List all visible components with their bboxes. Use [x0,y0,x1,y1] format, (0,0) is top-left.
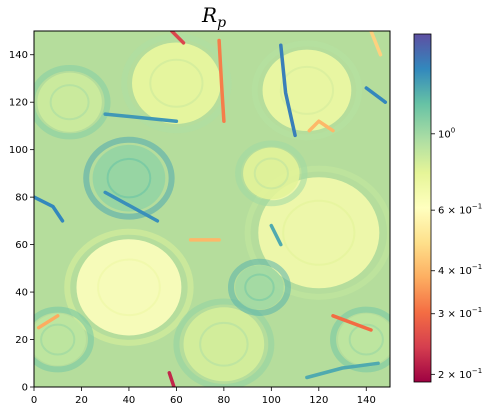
chart-title-main: R [201,3,217,27]
colorbar-tick-base: 6 × 10 [438,206,472,217]
y-tick-label: 60 [15,240,28,251]
vortex-inner-ring [282,199,356,266]
colorbar-tick-label: 4 × 10−1 [438,263,482,277]
vortex-core [34,313,86,366]
vortex-rim [227,258,291,316]
vortex-cell [173,298,275,387]
vortex-core [76,239,182,336]
vortex-core [258,177,380,289]
colorbar-tick-base: 10 [438,129,451,140]
y-tick-label: 0 [22,383,28,394]
filament [103,190,160,223]
filament [307,119,335,133]
colorbar-tick-label: 3 × 10−1 [438,306,482,320]
colorbar-gradient [414,34,431,382]
filament [269,223,283,247]
vortex-core [243,147,300,200]
vortex-inner-ring [253,157,289,190]
y-tick-label: 80 [15,193,28,204]
x-tick-label: 140 [357,395,376,406]
filament [369,31,383,57]
colorbar-tick-label: 6 × 10−1 [438,203,482,217]
vortex-cell [330,306,390,373]
vortex-core [132,42,221,124]
vortex-rim [34,306,94,373]
vortex-rim [83,136,175,220]
vortex-inner-ring [348,323,384,356]
vortex-rim [173,298,275,387]
colorbar-tick-label: 2 × 10−1 [438,367,482,381]
colorbar-tick-label: 100 [438,126,455,140]
vortex-rim [330,306,390,373]
x-axis: 0 20 40 60 80 100 120 140 [31,387,376,406]
colorbar-tick-exponent: −1 [472,367,482,375]
chart-title-sub: p [217,15,226,31]
vortex-inner-ring [279,65,335,115]
vortex-rim [251,40,363,141]
vortex-core [235,265,284,310]
colorbar-tick-base: 2 × 10 [438,370,472,381]
filament [36,314,60,330]
vortex-cell [64,228,194,346]
vortex-cell [251,40,363,141]
vortex-inner-ring [97,258,161,317]
colorbar-tick-base: 3 × 10 [438,309,472,320]
filament [103,112,179,123]
filament [217,38,226,123]
vortex-cell [227,258,291,316]
vortex-core [92,144,166,212]
filament [305,361,380,380]
colorbar-tick-exponent: 0 [451,126,455,134]
y-axis: 0 20 40 60 80 100 120 140 [9,50,34,394]
vortex-core [262,49,352,132]
vortex-inner-ring [40,323,76,356]
plot-frame [33,30,391,388]
heatmap-area [34,31,390,387]
heatmap-field [34,31,390,387]
vortex-rim [235,140,308,207]
vortex-rim [34,65,111,140]
x-tick-label: 20 [75,395,88,406]
chart-title: Rp [201,3,226,31]
vortex-cell [235,140,308,207]
colorbar-tick-exponent: −1 [472,263,482,271]
colorbar-tick-exponent: −1 [472,203,482,211]
y-tick-label: 20 [15,335,28,346]
vortex-cell [34,306,94,373]
y-tick-label: 40 [15,288,28,299]
filament [279,43,297,138]
filament [34,195,65,223]
vortex-inner-ring [149,58,204,108]
vortex-inner-ring [199,321,249,367]
x-tick-label: 40 [123,395,136,406]
x-tick-label: 120 [309,395,328,406]
colorbar-frame [413,33,432,383]
vortex-core [338,313,390,366]
y-tick-label: 140 [9,50,28,61]
vortex-inner-ring [49,84,90,121]
filament [169,31,186,45]
y-tick-label: 120 [9,98,28,109]
vortex-inner-ring [106,157,152,199]
vortex-cell [34,65,111,140]
x-tick-label: 0 [31,395,37,406]
colorbar-tick-exponent: −1 [472,306,482,314]
vortex-core [183,307,265,382]
colorbar-tick-base: 4 × 10 [438,266,472,277]
vortex-inner-ring [244,273,275,302]
filament [364,86,388,104]
x-tick-label: 60 [170,395,183,406]
x-tick-label: 80 [217,395,230,406]
x-tick-label: 100 [262,395,281,406]
y-tick-label: 100 [9,145,28,156]
vortex-core [37,72,102,132]
vortex-rim [64,228,194,346]
filament [167,371,176,387]
filament [331,314,373,332]
